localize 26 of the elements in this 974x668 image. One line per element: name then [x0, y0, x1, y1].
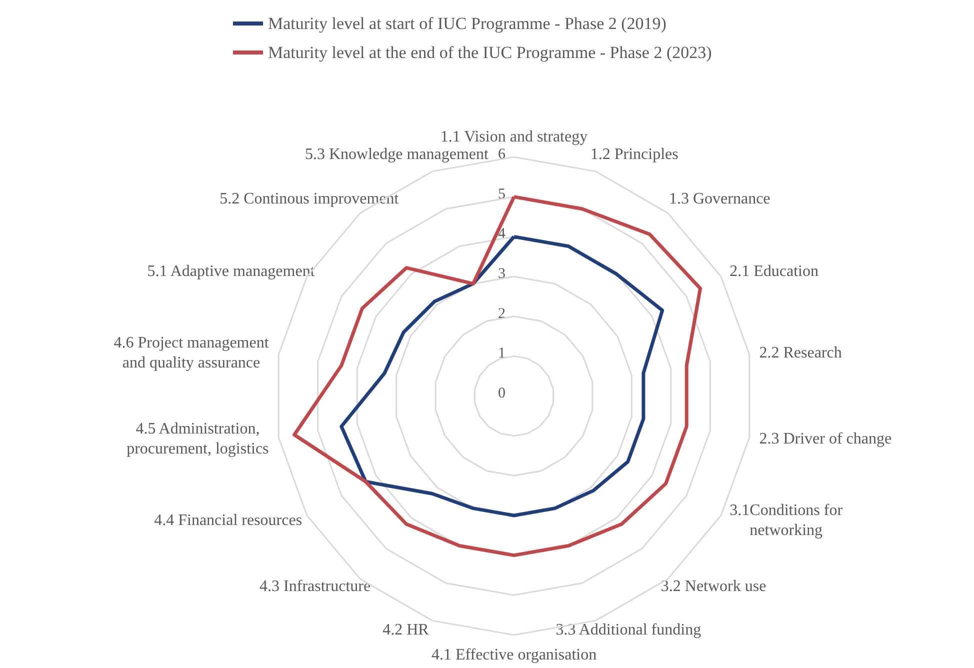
- spoke-label: 4.5 Administration, procurement, logistics: [126, 420, 269, 458]
- y-tick-label: 3: [498, 266, 506, 282]
- y-tick-label: 0: [498, 386, 506, 402]
- spoke-label: 4.1 Effective organisation: [431, 646, 597, 664]
- spoke-label: 3.2 Network use: [660, 578, 766, 596]
- y-tick-label: 2: [498, 306, 506, 322]
- y-tick-label: 4: [498, 226, 506, 242]
- spoke-label: 3.1Conditions for networking: [730, 502, 844, 539]
- spoke-label: 5.1 Adaptive management: [147, 263, 316, 280]
- legend-label: Maturity level at start of IUC Programme - Phase 2 (2019): [268, 14, 666, 33]
- spoke-label: 5.3 Knowledge management: [304, 146, 490, 163]
- spoke-label: 2.3 Driver of change: [759, 430, 892, 448]
- spoke-label: 1.1 Vision and strategy: [440, 128, 588, 146]
- spoke-label: 4.2 HR: [382, 621, 430, 638]
- y-tick-label: 6: [498, 146, 506, 162]
- spoke-label: 1.3 Governance: [668, 190, 770, 208]
- spoke-label: 2.2 Research: [759, 344, 842, 362]
- y-tick-label: 5: [498, 186, 506, 202]
- spoke-label: 5.2 Continous improvement: [220, 190, 400, 208]
- y-tick-label: 1: [498, 346, 506, 362]
- spoke-label: 4.3 Infrastructure: [260, 578, 371, 596]
- spoke-label: 4.6 Project management and quality assurance: [114, 334, 270, 372]
- spoke-label: 4.4 Financial resources: [154, 512, 302, 529]
- spoke-label: 2.1 Education: [730, 263, 819, 280]
- spoke-label: 1.2 Principles: [590, 146, 678, 163]
- legend-label: Maturity level at the end of the IUC Programme - Phase 2 (2023): [268, 43, 712, 62]
